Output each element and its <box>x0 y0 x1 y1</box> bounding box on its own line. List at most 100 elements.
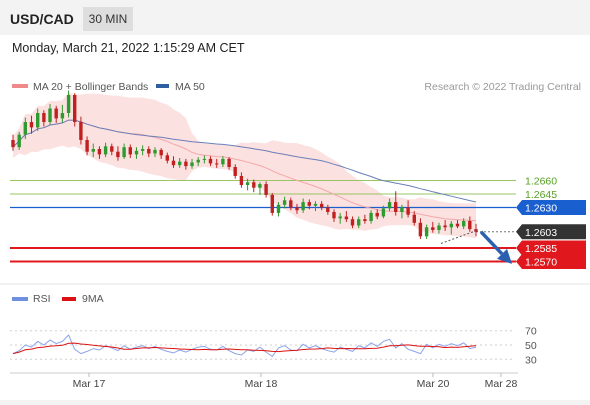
candle <box>103 142 108 158</box>
candle <box>171 156 176 168</box>
level-tag-support <box>516 254 586 269</box>
candle <box>320 201 324 211</box>
level-label-support: 1.2570 <box>525 257 557 269</box>
candle <box>66 90 71 118</box>
candle-body <box>252 182 256 188</box>
candle-body <box>375 212 379 217</box>
candle-body <box>326 207 330 212</box>
candle-body <box>91 149 95 152</box>
candle-body <box>381 208 386 217</box>
level-label-support: 1.2585 <box>525 243 557 255</box>
candle <box>48 104 52 125</box>
legend-swatch-ma20 <box>12 84 28 88</box>
candle-body <box>110 146 114 152</box>
candle <box>276 202 281 217</box>
candle <box>252 179 256 193</box>
candle <box>208 156 213 167</box>
candle-body <box>73 95 77 122</box>
candle-body <box>233 167 237 176</box>
candle-body <box>462 221 466 227</box>
candle <box>245 178 250 191</box>
level-label-pivot: 1.2630 <box>525 203 557 215</box>
candle <box>394 191 398 216</box>
forecast-arrow-layer <box>440 229 512 264</box>
interval-label: 30 MIN <box>89 12 128 26</box>
ma50-line <box>12 119 477 203</box>
candle <box>406 200 410 218</box>
candle-body <box>289 200 293 208</box>
candle-body <box>122 147 126 158</box>
candle-body <box>468 221 472 230</box>
candle <box>400 204 404 219</box>
candle-body <box>215 163 219 165</box>
interval-badge[interactable] <box>83 7 133 31</box>
candle-body <box>48 108 52 122</box>
candle <box>116 146 120 161</box>
candle <box>375 209 379 220</box>
candle <box>153 147 157 158</box>
candle <box>184 158 188 170</box>
symbol-title: USD/CAD <box>10 11 74 27</box>
level-tag-pivot <box>516 200 586 215</box>
legend-label-ma50: MA 50 <box>175 81 205 93</box>
candle <box>73 93 77 127</box>
candle-body <box>239 176 244 185</box>
candle <box>140 145 145 156</box>
candle <box>357 216 361 229</box>
candle-body <box>443 225 447 228</box>
candle <box>165 152 169 164</box>
candle <box>468 216 472 232</box>
candle-body <box>301 202 305 211</box>
credit-label: Research © 2022 Trading Central <box>424 81 581 93</box>
candles-layer <box>11 90 478 239</box>
candle <box>295 203 299 214</box>
candle <box>313 201 318 212</box>
time-axis-layer: Mar 17 Mar 18 Mar 20 Mar 28 <box>73 373 517 390</box>
forecast-trend-line <box>440 229 479 244</box>
candle-body <box>171 160 176 166</box>
time-tick-label: Mar 20 <box>417 378 450 390</box>
candle-body <box>363 219 367 221</box>
candle-body <box>66 95 71 113</box>
candle <box>42 110 46 127</box>
candle-body <box>357 219 361 226</box>
candle <box>381 205 386 219</box>
candle <box>326 204 330 215</box>
level-label-resistance: 1.2660 <box>525 176 557 188</box>
candle <box>60 104 65 123</box>
candle <box>110 143 114 156</box>
candle-body <box>190 162 194 167</box>
candle-body <box>196 159 200 163</box>
candle-body <box>140 149 145 151</box>
candle <box>221 156 225 167</box>
candle-body <box>437 225 441 230</box>
candle <box>233 164 237 179</box>
candle-body <box>36 113 40 128</box>
candle <box>128 144 132 158</box>
candle-body <box>11 140 15 148</box>
candle-body <box>202 158 207 160</box>
candle <box>23 117 27 140</box>
candle-body <box>60 113 65 119</box>
candle-body <box>116 151 120 158</box>
candle <box>258 182 262 195</box>
candle-body <box>387 202 392 209</box>
candle <box>307 199 311 210</box>
candle-body <box>153 149 157 154</box>
candle <box>159 148 163 159</box>
candle-body <box>184 161 188 167</box>
candle <box>418 218 423 239</box>
candle-body <box>29 122 34 128</box>
candle-body <box>344 216 349 220</box>
candle-body <box>424 227 429 237</box>
candle-body <box>394 202 398 212</box>
candle-body <box>338 216 342 219</box>
legend-label-ma20: MA 20 + Bollinger Bands <box>33 81 148 93</box>
candle-body <box>85 140 89 152</box>
candle-body <box>276 204 281 213</box>
candle-body <box>320 203 324 208</box>
candle <box>344 211 349 222</box>
candle <box>424 224 429 239</box>
